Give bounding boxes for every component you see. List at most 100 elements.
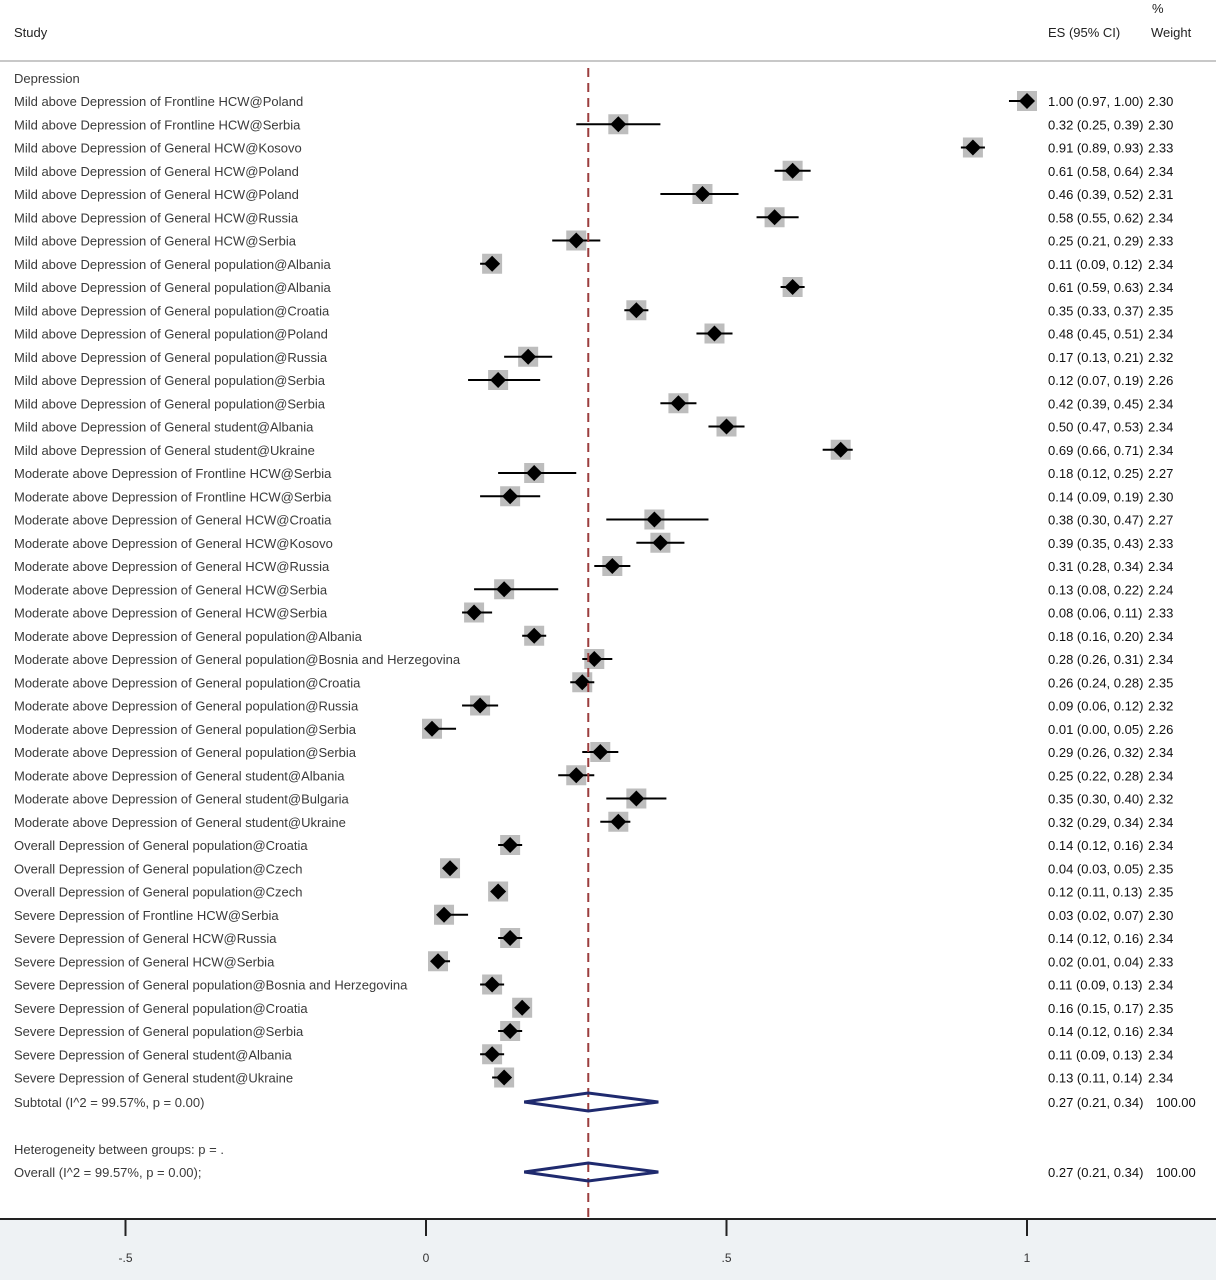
study-weight: 2.27 <box>1148 466 1173 481</box>
point-estimate <box>628 790 645 807</box>
study-label: Moderate above Depression of Frontline H… <box>14 489 332 504</box>
study-es-ci: 0.38 (0.30, 0.47) <box>1048 513 1143 528</box>
study-es-ci: 0.25 (0.22, 0.28) <box>1048 768 1143 783</box>
study-label: Moderate above Depression of General pop… <box>14 652 461 667</box>
point-estimate <box>604 558 621 574</box>
study-row: Mild above Depression of General populat… <box>14 370 1173 390</box>
study-label: Moderate above Depression of General HCW… <box>14 559 330 574</box>
study-row: Mild above Depression of General HCW@Rus… <box>14 207 1173 228</box>
study-label: Overall Depression of General population… <box>14 861 303 876</box>
point-estimate <box>496 581 513 598</box>
study-es-ci: 0.13 (0.11, 0.14) <box>1048 1071 1142 1086</box>
study-label: Mild above Depression of General populat… <box>14 303 330 318</box>
study-row: Moderate above Depression of General pop… <box>14 672 1173 693</box>
study-weight: 2.24 <box>1148 582 1173 597</box>
study-weight: 2.34 <box>1148 443 1173 458</box>
study-label: Severe Depression of General student@Alb… <box>14 1047 292 1062</box>
study-label: Mild above Depression of Frontline HCW@S… <box>14 117 301 132</box>
study-label: Mild above Depression of General student… <box>14 443 315 458</box>
study-es-ci: 1.00 (0.97, 1.00) <box>1048 94 1143 109</box>
study-weight: 2.34 <box>1148 164 1173 179</box>
study-label: Severe Depression of General population@… <box>14 1001 308 1016</box>
study-label: Severe Depression of General HCW@Serbia <box>14 954 275 969</box>
study-row: Moderate above Depression of General HCW… <box>14 509 1173 530</box>
study-row: Moderate above Depression of General HCW… <box>14 556 1173 576</box>
study-row: Moderate above Depression of Frontline H… <box>14 463 1173 483</box>
header-weight: Weight <box>1151 25 1192 40</box>
study-es-ci: 0.17 (0.13, 0.21) <box>1048 350 1143 365</box>
point-estimate <box>502 930 519 946</box>
study-weight: 2.31 <box>1148 187 1173 202</box>
study-row: Mild above Depression of Frontline HCW@P… <box>14 91 1173 111</box>
point-estimate <box>526 627 543 644</box>
point-estimate <box>1019 93 1035 109</box>
study-row: Moderate above Depression of General pop… <box>14 625 1173 646</box>
study-es-ci: 0.04 (0.03, 0.05) <box>1048 861 1143 876</box>
study-es-ci: 0.39 (0.35, 0.43) <box>1048 536 1143 551</box>
point-estimate <box>424 720 441 737</box>
study-weight: 2.35 <box>1148 885 1173 900</box>
study-label: Mild above Depression of General HCW@Ser… <box>14 234 297 249</box>
study-row: Mild above Depression of General populat… <box>14 346 1173 367</box>
study-es-ci: 0.01 (0.00, 0.05) <box>1048 722 1143 737</box>
study-es-ci: 0.48 (0.45, 0.51) <box>1048 327 1143 342</box>
study-weight: 2.26 <box>1148 373 1173 388</box>
study-label: Overall Depression of General population… <box>14 885 303 900</box>
subtotal-weight: 100.00 <box>1156 1095 1196 1110</box>
study-es-ci: 0.16 (0.15, 0.17) <box>1048 1001 1143 1016</box>
point-estimate <box>592 744 609 760</box>
study-es-ci: 0.69 (0.66, 0.71) <box>1048 443 1143 458</box>
study-weight: 2.35 <box>1148 861 1173 876</box>
point-estimate <box>670 395 687 412</box>
point-estimate <box>514 999 531 1016</box>
study-row: Mild above Depression of General populat… <box>14 277 1173 297</box>
study-weight: 2.35 <box>1148 303 1173 318</box>
study-es-ci: 0.25 (0.21, 0.29) <box>1048 234 1143 249</box>
study-es-ci: 0.18 (0.12, 0.25) <box>1048 466 1143 481</box>
header-es: ES (95% CI) <box>1048 25 1120 40</box>
study-es-ci: 0.11 (0.09, 0.13) <box>1048 1047 1142 1062</box>
study-row: Mild above Depression of General populat… <box>14 393 1173 414</box>
point-estimate <box>466 604 483 621</box>
x-tick-label: .5 <box>721 1251 731 1265</box>
study-row: Moderate above Depression of General stu… <box>14 811 1173 832</box>
study-weight: 2.34 <box>1148 838 1173 853</box>
point-estimate <box>832 441 849 458</box>
study-row: Severe Depression of General population@… <box>14 997 1173 1018</box>
x-tick-label: 0 <box>423 1251 430 1265</box>
study-es-ci: 0.46 (0.39, 0.52) <box>1048 187 1143 202</box>
study-label: Moderate above Depression of General HCW… <box>14 513 332 528</box>
study-label: Moderate above Depression of General pop… <box>14 722 357 737</box>
point-estimate <box>568 767 585 784</box>
study-label: Moderate above Depression of General pop… <box>14 745 357 760</box>
study-weight: 2.33 <box>1148 606 1173 621</box>
point-estimate <box>574 674 591 691</box>
study-weight: 2.33 <box>1148 536 1173 551</box>
study-es-ci: 0.18 (0.16, 0.20) <box>1048 629 1143 644</box>
study-row: Severe Depression of Frontline HCW@Serbi… <box>14 904 1173 925</box>
study-row: Severe Depression of General population@… <box>14 974 1173 995</box>
study-label: Moderate above Depression of General HCW… <box>14 606 328 621</box>
study-weight: 2.34 <box>1148 978 1173 993</box>
study-weight: 2.34 <box>1148 1047 1173 1062</box>
point-estimate <box>490 883 507 900</box>
study-row: Moderate above Depression of General pop… <box>14 742 1173 762</box>
point-estimate <box>964 139 981 156</box>
point-estimate <box>526 465 543 481</box>
study-label: Severe Depression of Frontline HCW@Serbi… <box>14 908 279 923</box>
study-es-ci: 0.42 (0.39, 0.45) <box>1048 396 1143 411</box>
study-es-ci: 0.14 (0.12, 0.16) <box>1048 838 1143 853</box>
study-es-ci: 0.61 (0.58, 0.64) <box>1048 164 1143 179</box>
study-row: Severe Depression of General population@… <box>14 1021 1173 1041</box>
study-es-ci: 0.26 (0.24, 0.28) <box>1048 675 1143 690</box>
study-row: Overall Depression of General population… <box>14 858 1173 879</box>
study-row: Mild above Depression of General populat… <box>14 300 1173 321</box>
study-es-ci: 0.02 (0.01, 0.04) <box>1048 954 1143 969</box>
subtotal-diamond <box>524 1091 659 1113</box>
study-weight: 2.32 <box>1148 350 1173 365</box>
study-row: Mild above Depression of General HCW@Pol… <box>14 160 1173 181</box>
study-weight: 2.35 <box>1148 675 1173 690</box>
study-row: Mild above Depression of General student… <box>14 439 1173 460</box>
overall-label: Overall (I^2 = 99.57%, p = 0.00); <box>14 1165 201 1180</box>
study-row: Severe Depression of General student@Alb… <box>14 1044 1173 1065</box>
